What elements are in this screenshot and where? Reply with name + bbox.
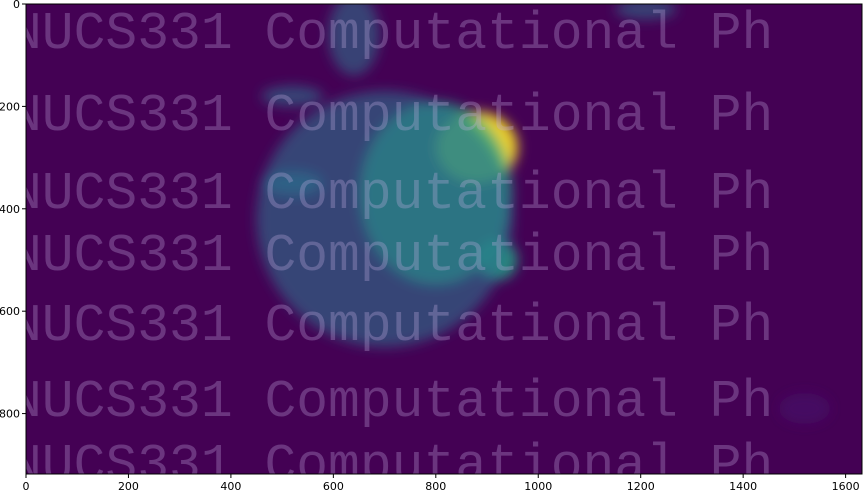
heat-layer	[256, 4, 831, 424]
y-axis: 0 200 400 600 800	[0, 0, 26, 421]
y-tick-label: 400	[0, 203, 20, 216]
heat-region	[779, 393, 831, 424]
heat-region	[261, 170, 324, 196]
x-axis: 0 200 400 600 800 1000 1200 1400 1600	[23, 474, 860, 491]
x-tick-label: 1600	[832, 480, 860, 491]
x-tick-label: 1000	[524, 480, 552, 491]
heat-region	[261, 85, 324, 107]
x-tick-label: 1200	[627, 480, 655, 491]
watermark-text: NUCS331 Computational Ph	[10, 4, 773, 64]
watermark-text: NUCS331 Computational Ph	[10, 164, 773, 224]
heat-region	[256, 91, 513, 348]
y-tick-label: 200	[0, 100, 20, 113]
x-tick-label: 800	[425, 480, 446, 491]
watermark-text: NUCS331 Computational Ph	[10, 436, 773, 491]
watermark-text: NUCS331 Computational Ph	[10, 372, 773, 432]
x-tick-label: 600	[323, 480, 344, 491]
watermark-text: NUCS331 Computational Ph	[10, 226, 773, 286]
x-tick-label: 0	[23, 480, 30, 491]
heat-region	[615, 4, 677, 20]
x-tick-label: 200	[118, 480, 139, 491]
watermark-text: NUCS331 Computational Ph	[10, 86, 773, 146]
heat-region	[328, 4, 380, 76]
y-tick-label: 0	[13, 0, 20, 11]
y-tick-label: 800	[0, 408, 20, 421]
x-tick-label: 400	[220, 480, 241, 491]
plot-frame	[25, 3, 863, 475]
watermark-text: NUCS331 Computational Ph	[10, 296, 773, 356]
x-tick-label: 1400	[729, 480, 757, 491]
y-tick-label: 600	[0, 305, 20, 318]
